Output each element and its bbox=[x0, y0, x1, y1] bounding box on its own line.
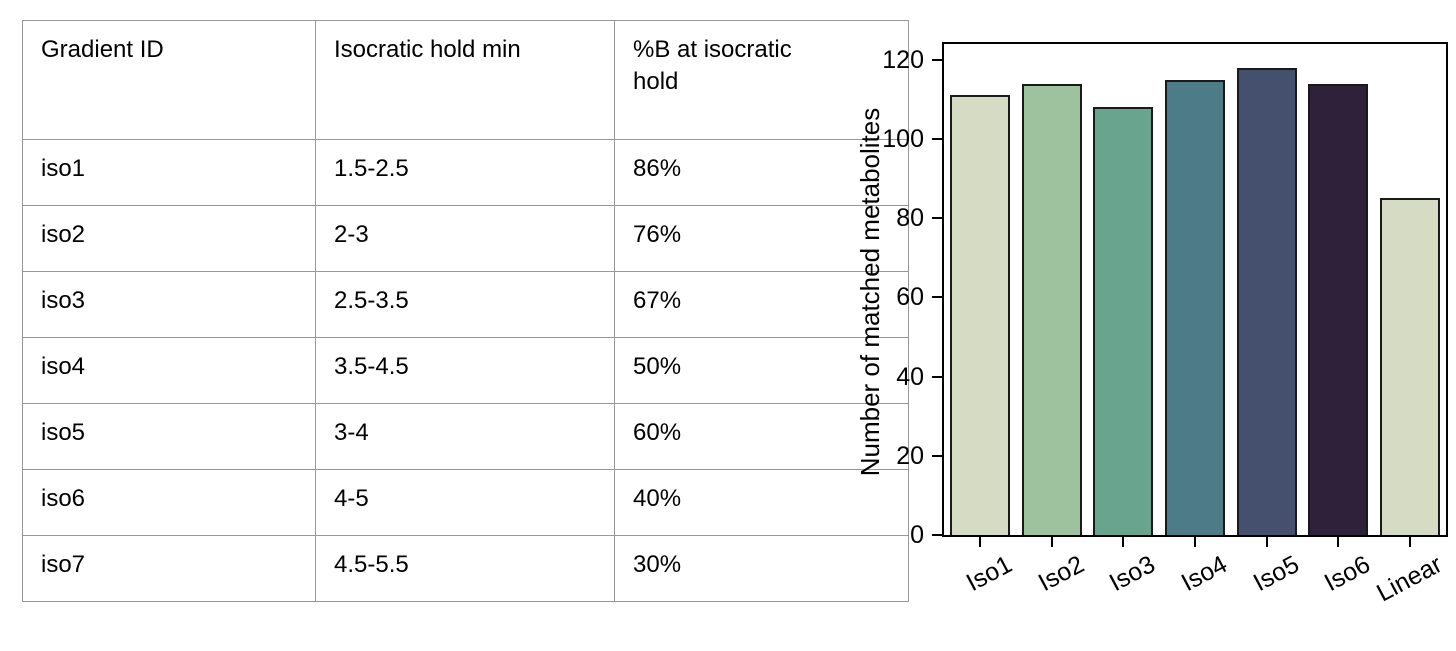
header-percent-b-label: %B at isocratic hold bbox=[633, 36, 792, 96]
table-row: iso4 3.5-4.5 50% bbox=[22, 337, 909, 404]
x-axis-tick bbox=[1337, 537, 1340, 547]
bar-iso6 bbox=[1308, 83, 1369, 535]
bar-iso3 bbox=[1093, 107, 1154, 535]
y-axis-tick bbox=[932, 217, 942, 220]
bar-iso5 bbox=[1236, 67, 1297, 535]
x-axis-tick bbox=[1265, 537, 1268, 547]
cell-gradient-id: iso3 bbox=[22, 271, 316, 338]
cell-hold-min: 1.5-2.5 bbox=[315, 139, 615, 206]
header-isocratic-hold-min: Isocratic hold min bbox=[315, 20, 615, 140]
x-axis-tick bbox=[978, 537, 981, 547]
table-row: iso5 3-4 60% bbox=[22, 403, 909, 470]
bar-iso2 bbox=[1021, 83, 1082, 535]
cell-hold-min: 4.5-5.5 bbox=[315, 535, 615, 602]
cell-percent-b: 50% bbox=[614, 337, 909, 404]
cell-hold-min: 4-5 bbox=[315, 469, 615, 536]
header-isocratic-hold-min-label: Isocratic hold min bbox=[334, 36, 521, 63]
cell-hold-min: 3-4 bbox=[315, 403, 615, 470]
y-tick-label: 120 bbox=[882, 45, 924, 74]
table-row: iso3 2.5-3.5 67% bbox=[22, 271, 909, 338]
cell-percent-b: 76% bbox=[614, 205, 909, 272]
header-gradient-id: Gradient ID bbox=[22, 20, 316, 140]
cell-percent-b: 86% bbox=[614, 139, 909, 206]
y-axis-tick bbox=[932, 138, 942, 141]
gradient-table: Gradient ID Isocratic hold min %B at iso… bbox=[22, 20, 909, 602]
header-percent-b: %B at isocratic hold bbox=[614, 20, 909, 140]
cell-gradient-id: iso2 bbox=[22, 205, 316, 272]
cell-hold-min: 2-3 bbox=[315, 205, 615, 272]
y-axis-tick bbox=[932, 58, 942, 61]
table-row: iso1 1.5-2.5 86% bbox=[22, 139, 909, 206]
header-gradient-id-label: Gradient ID bbox=[41, 36, 164, 63]
x-axis-tick bbox=[1194, 537, 1196, 547]
y-tick-label: 80 bbox=[896, 204, 924, 233]
x-axis-tick bbox=[1050, 537, 1053, 547]
cell-hold-min: 3.5-4.5 bbox=[315, 337, 615, 404]
cell-hold-min: 2.5-3.5 bbox=[315, 271, 615, 338]
y-axis-tick bbox=[932, 375, 942, 378]
table-header-row: Gradient ID Isocratic hold min %B at iso… bbox=[22, 20, 909, 140]
cell-gradient-id: iso5 bbox=[22, 403, 316, 470]
table-row: iso7 4.5-5.5 30% bbox=[22, 535, 909, 602]
y-tick-label: 0 bbox=[910, 521, 924, 549]
x-axis-tick bbox=[1409, 537, 1412, 547]
bar-iso1 bbox=[949, 95, 1010, 535]
y-axis-tick bbox=[932, 296, 942, 299]
bar-linear bbox=[1380, 198, 1441, 535]
x-axis-tick bbox=[1122, 537, 1125, 547]
bar-chart-plot-area: Iso1 Iso2 Iso3 Iso4 Iso5 Iso6 Linear 0 20 40 60 80 1… bbox=[882, 42, 1448, 607]
y-axis-tick bbox=[932, 454, 942, 457]
table-row: iso6 4-5 40% bbox=[22, 469, 909, 536]
cell-gradient-id: iso1 bbox=[22, 139, 316, 206]
bar-iso4 bbox=[1165, 79, 1225, 535]
y-tick-label: 100 bbox=[882, 125, 924, 154]
y-tick-label: 60 bbox=[896, 283, 924, 312]
cell-percent-b: 30% bbox=[614, 535, 909, 602]
cell-percent-b: 60% bbox=[614, 403, 909, 470]
cell-gradient-id: iso6 bbox=[22, 469, 316, 536]
y-tick-label: 20 bbox=[896, 441, 924, 470]
y-tick-label: 40 bbox=[896, 362, 924, 391]
cell-percent-b: 40% bbox=[614, 469, 909, 536]
table-row: iso2 2-3 76% bbox=[22, 205, 909, 272]
cell-gradient-id: iso7 bbox=[22, 535, 316, 602]
y-axis-tick bbox=[932, 534, 942, 536]
cell-gradient-id: iso4 bbox=[22, 337, 316, 404]
